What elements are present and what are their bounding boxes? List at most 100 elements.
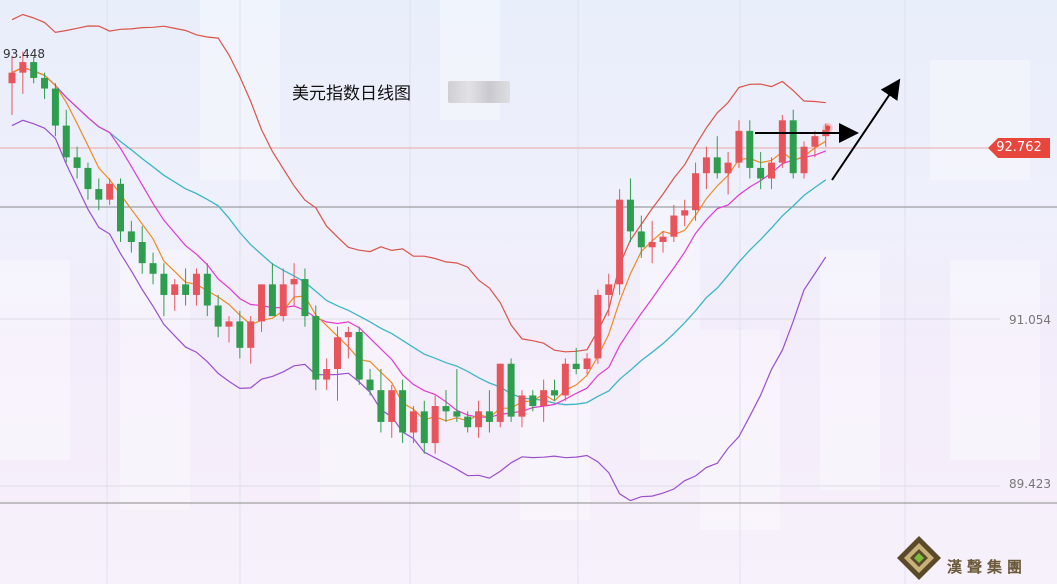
candle-body [268,284,276,317]
candle-body [778,120,786,163]
candle-body [399,390,407,433]
candle-body [247,321,255,348]
candle-body [388,390,396,422]
candle-body [95,189,103,200]
candle-body [529,395,537,407]
candle-body [420,411,428,444]
logo-diamond-icon [897,536,941,580]
candle-body [768,162,775,179]
candle-body [670,215,678,237]
background-building [820,250,880,490]
candle-body [551,390,558,396]
candle-body [8,72,16,84]
blurred-redaction [448,81,510,103]
annotation-arrow [831,78,901,181]
background-building [120,250,190,510]
last-price-tag: 92.762 [988,138,1050,158]
candle-body [485,411,493,422]
candle-body [41,77,49,89]
candle-body [30,62,38,78]
candle-body [746,130,754,168]
background-building [0,260,70,460]
mid-band-line [11,66,827,406]
candle-body [540,390,548,407]
chart-title: 美元指数日线图 [292,84,411,104]
candle-body [583,358,591,370]
candle-body [214,305,222,327]
logo-text: 漢聲集團 [947,558,1028,576]
candle-body [692,173,700,211]
candle-body [301,279,309,317]
candle-body [334,337,341,370]
ma5-line [11,66,827,422]
candle-body [594,294,602,359]
candle-body [182,284,190,295]
ma10-line [11,66,827,418]
candle-body [572,363,580,370]
candle-body [561,363,569,396]
candle-body [344,331,352,338]
lower-band-line [11,119,827,502]
candle-body [409,411,417,433]
last-price-dot [825,125,831,131]
candle-body [290,279,298,285]
candle-body [789,120,797,174]
candle-body [735,130,743,163]
candle-body [659,236,667,243]
background-building [640,200,700,460]
candle-body [713,157,721,174]
candle-body [323,369,331,380]
candle-body [106,183,114,200]
candle-body [160,273,168,295]
candle-body [84,167,92,190]
candle-body [637,231,645,248]
candle-body [475,411,483,428]
period-high-label: 93.448 [3,47,45,61]
candle-body [681,210,689,216]
candle-body [62,125,70,158]
candle-body [757,167,765,179]
candle-body [258,284,266,322]
background-building [950,260,1040,460]
candle-body [117,183,124,232]
candle-body [507,363,515,417]
candle-body [149,263,157,274]
background-building [320,300,410,500]
candle-body [355,331,363,380]
candle-body [171,284,179,295]
candle-body [19,62,27,73]
candle-body [279,284,287,317]
candle-body [236,321,244,348]
candle-body [702,157,710,174]
candle-body [431,406,439,444]
candle-body [453,411,461,417]
background-building [930,60,1030,180]
upper-band-line [11,13,826,353]
candle-body [203,273,211,306]
candle-body [127,231,135,243]
brand-logo: 漢聲集團 [895,530,1055,580]
candle-body [605,284,613,295]
candle-body [648,242,656,248]
candle-body [800,146,808,174]
candle-body [724,162,732,174]
candle-body [312,316,320,380]
candle-body [73,157,81,168]
candle-body [192,273,200,295]
candle-body [51,88,59,126]
candle-body [626,199,634,232]
candle-body [366,379,374,391]
candle-body [138,242,146,264]
candle-body [811,136,819,147]
y-tick-label: 91.054 [1009,313,1051,327]
candle-body [464,416,472,428]
y-tick-label: 89.423 [1009,477,1051,491]
candle-body [518,395,526,417]
candle-body [442,406,450,412]
candle-body [377,390,385,422]
candle-body [616,199,624,285]
candle-body [496,363,504,422]
candle-body [225,321,233,327]
